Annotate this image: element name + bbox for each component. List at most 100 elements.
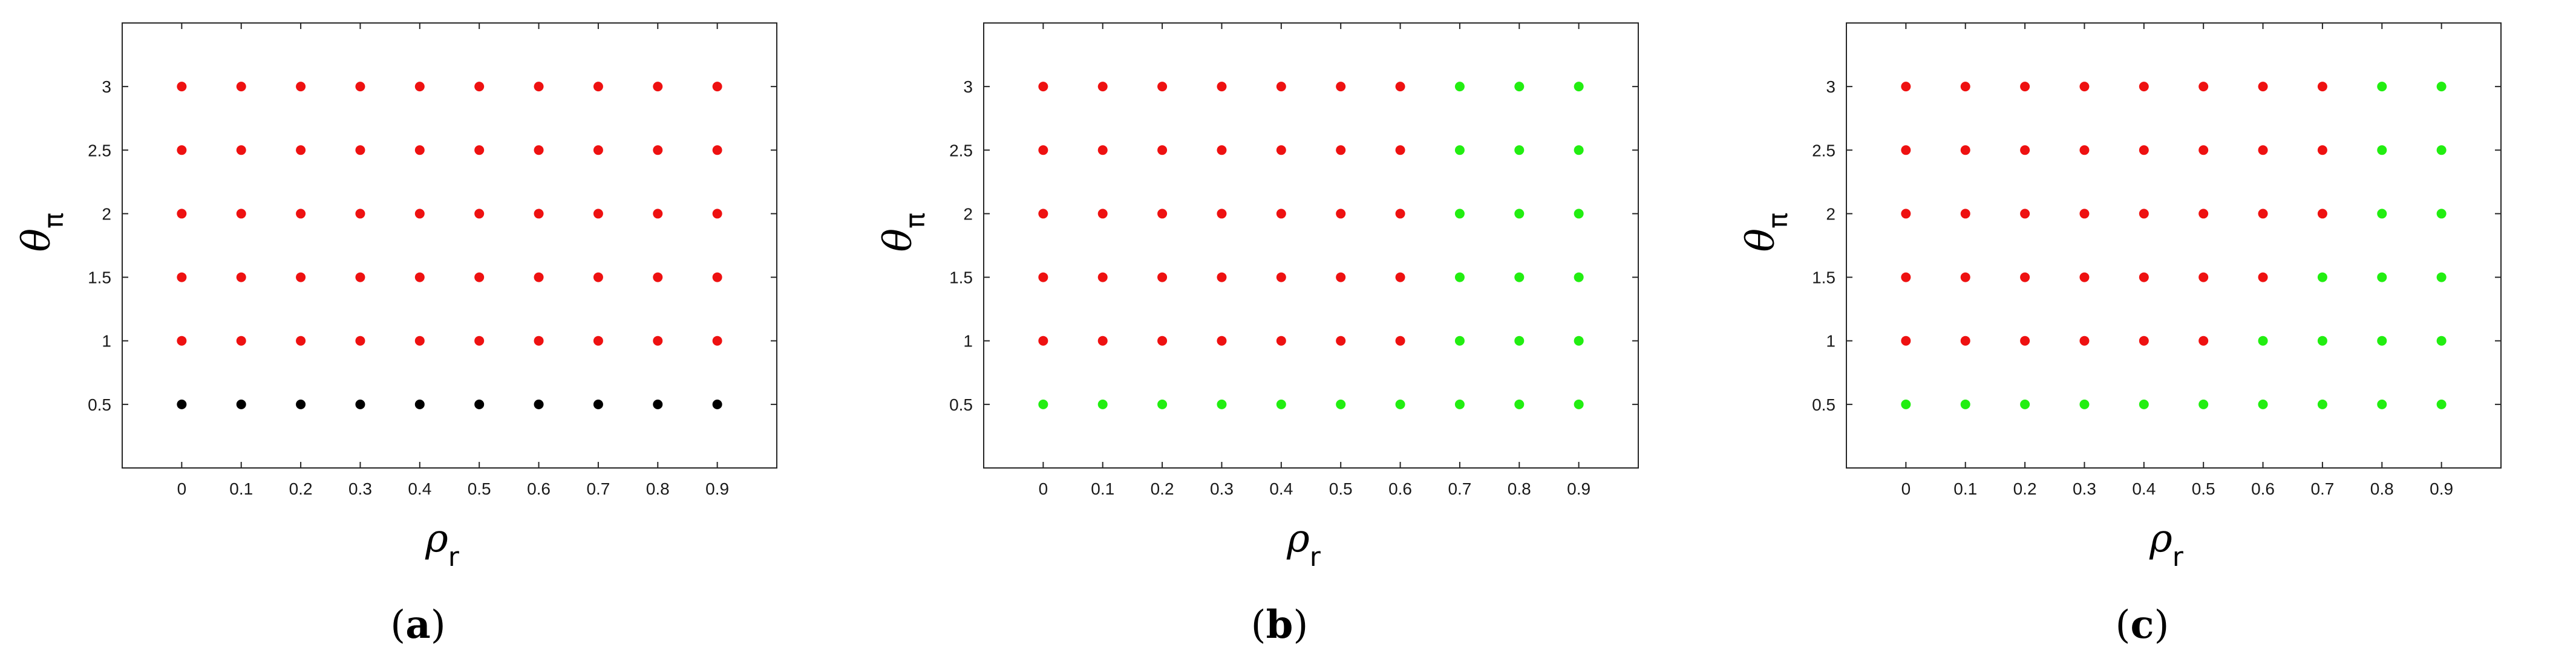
data-point-red [177, 82, 187, 92]
data-point-red [1097, 272, 1108, 282]
panel-caption-open: ( [1251, 603, 1266, 648]
data-point-green [1574, 145, 1584, 155]
data-point-red [1901, 82, 1911, 92]
data-point-red [534, 209, 544, 219]
data-point-green [2317, 336, 2327, 346]
data-point-green [1454, 272, 1465, 282]
data-point-red [1336, 82, 1346, 92]
x-tick-label: 0.7 [2310, 479, 2334, 498]
data-point-red [296, 209, 306, 219]
data-point-red [534, 272, 544, 282]
data-point-green [1097, 399, 1108, 409]
data-point-red [2258, 145, 2268, 155]
data-point-green [1038, 399, 1048, 409]
data-point-green [1276, 399, 1286, 409]
data-point-red [1960, 82, 1970, 92]
y-tick-label: 3 [102, 77, 111, 96]
data-point-green [2377, 272, 2387, 282]
data-point-red [2198, 209, 2209, 219]
data-point-green [1574, 209, 1584, 219]
data-point-red [653, 209, 663, 219]
x-tick-label: 0.2 [289, 479, 313, 498]
panel-caption: (a) [390, 602, 445, 648]
plot-area-frame [122, 22, 777, 469]
data-point-green [1514, 399, 1525, 409]
data-point-red [1157, 209, 1168, 219]
data-point-red [1901, 336, 1911, 346]
data-point-red [2139, 336, 2149, 346]
data-point-green [1514, 336, 1525, 346]
data-point-red [474, 145, 485, 155]
x-axis-label-subscript: r [2172, 542, 2184, 573]
data-point-red [2020, 82, 2030, 92]
data-point-red [355, 145, 365, 155]
data-point-red [474, 82, 485, 92]
data-point-red [1097, 336, 1108, 346]
data-point-green [2317, 272, 2327, 282]
data-point-red [296, 145, 306, 155]
data-point-red [1276, 82, 1286, 92]
data-point-red [2198, 336, 2209, 346]
data-point-green [2377, 82, 2387, 92]
data-point-red [1960, 209, 1970, 219]
data-point-red [177, 209, 187, 219]
data-point-green [2020, 399, 2030, 409]
data-point-red [2020, 272, 2030, 282]
data-point-red [177, 145, 187, 155]
x-tick-label: 0.3 [2073, 479, 2096, 498]
data-point-green [2377, 336, 2387, 346]
x-axis-label: ρr [425, 516, 460, 573]
data-point-red [1336, 145, 1346, 155]
data-point-green [2198, 399, 2209, 409]
data-point-red [2139, 145, 2149, 155]
x-tick-label: 0.1 [229, 479, 253, 498]
data-point-red [1336, 272, 1346, 282]
x-tick-label: 0.3 [1210, 479, 1234, 498]
data-point-red [712, 336, 722, 346]
data-point-red [534, 145, 544, 155]
x-axis-label-subscript: r [448, 542, 460, 573]
data-point-red [593, 145, 603, 155]
panel-caption-letter: c [2131, 602, 2154, 648]
data-point-red [1217, 336, 1227, 346]
data-point-red [1217, 145, 1227, 155]
data-point-red [296, 272, 306, 282]
data-point-red [2079, 272, 2090, 282]
data-point-red [2198, 82, 2209, 92]
data-point-red [1217, 209, 1227, 219]
data-point-green [1514, 82, 1525, 92]
data-point-green [2258, 336, 2268, 346]
data-point-green [1454, 82, 1465, 92]
x-tick-label: 0.4 [408, 479, 431, 498]
data-point-red [1336, 209, 1346, 219]
data-point-red [474, 209, 485, 219]
y-tick-label: 0.5 [88, 395, 111, 414]
data-point-red [2258, 82, 2268, 92]
x-axis-label-symbol: ρ [425, 516, 448, 561]
data-point-black [414, 399, 425, 409]
data-point-red [1395, 336, 1405, 346]
data-point-green [1960, 399, 1970, 409]
x-tick-label: 0.9 [1567, 479, 1590, 498]
x-tick-label: 0.2 [1151, 479, 1174, 498]
y-tick-label: 2.5 [1812, 141, 1836, 160]
data-point-green [2436, 145, 2447, 155]
x-tick-label: 0.5 [468, 479, 491, 498]
data-point-red [534, 82, 544, 92]
data-point-red [593, 272, 603, 282]
data-point-red [1395, 145, 1405, 155]
x-tick-label: 0.6 [2251, 479, 2275, 498]
data-point-red [2317, 145, 2327, 155]
x-tick-label: 0.3 [348, 479, 372, 498]
data-point-red [1901, 209, 1911, 219]
data-point-red [1217, 82, 1227, 92]
data-point-green [2258, 399, 2268, 409]
data-point-red [1395, 272, 1405, 282]
x-tick-label: 0.7 [586, 479, 610, 498]
data-point-red [296, 336, 306, 346]
data-point-red [2020, 209, 2030, 219]
data-point-red [236, 145, 246, 155]
data-point-red [2139, 82, 2149, 92]
data-point-green [1574, 82, 1584, 92]
